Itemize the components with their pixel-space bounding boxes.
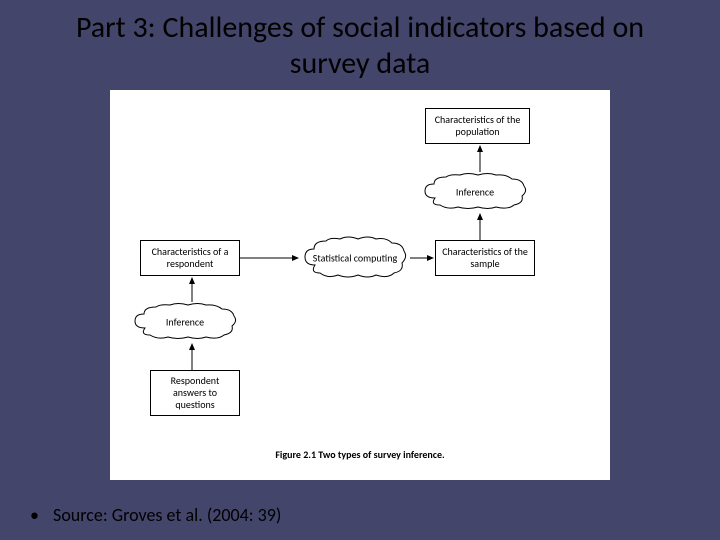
cloud-inference-top-label: Inference [420, 187, 530, 198]
box-respondent: Characteristics of a respondent [140, 240, 240, 276]
figure-caption: Figure 2.1 Two types of survey inference… [110, 448, 610, 461]
box-population: Characteristics of the population [425, 108, 530, 144]
cloud-stat-computing: Statistical computing [300, 235, 410, 281]
cloud-inference-top: Inference [420, 172, 530, 212]
cloud-inference-left-label: Inference [130, 317, 240, 328]
bullet-icon: • [30, 504, 39, 526]
box-sample: Characteristics of the sample [435, 240, 535, 276]
source-text: Source: Groves et al. (2004: 39) [53, 504, 281, 526]
diagram-container: Characteristics of the population Charac… [110, 90, 610, 480]
cloud-inference-left: Inference [130, 302, 240, 342]
box-answers: Respondent answers to questions [150, 370, 240, 416]
source-line: • Source: Groves et al. (2004: 39) [30, 504, 281, 526]
arrows-layer [110, 90, 610, 480]
slide-title: Part 3: Challenges of social indicators … [0, 0, 720, 90]
cloud-stat-computing-label: Statistical computing [300, 253, 410, 264]
